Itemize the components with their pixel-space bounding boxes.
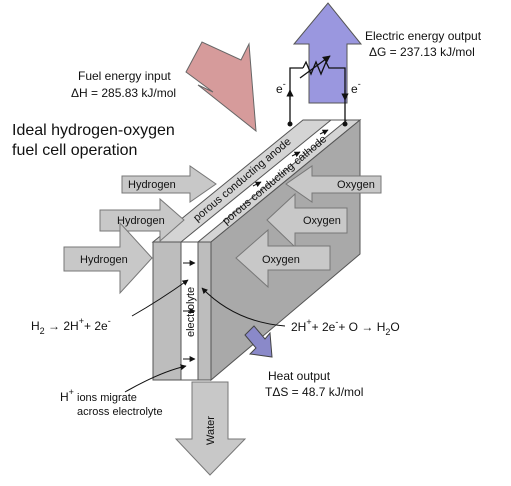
resistor-icon [302, 60, 332, 76]
cathode-equation: 2H++ 2e-+ O → H2O [291, 317, 400, 337]
ions-note-line-2: across electrolyte [77, 406, 163, 418]
fuel-input-label: Fuel energy input [78, 69, 171, 83]
anode-terminal [287, 121, 293, 127]
oxygen-arrow-1 [285, 165, 382, 203]
anode-eq-pointer [131, 279, 189, 317]
oxygen-arrow-3 [235, 228, 331, 289]
ions-note-line-1: H+ ions migrate [60, 387, 137, 404]
hydrogen-label-3: Hydrogen [80, 254, 128, 266]
oxygen-arrow-2 [266, 192, 348, 249]
cathode-terminal [342, 121, 348, 127]
electrolyte-top-strip [179, 119, 349, 243]
fuel-input-arrow [185, 41, 257, 133]
variable-resistor-arrow [299, 55, 331, 79]
electron-label-left: e- [276, 79, 286, 96]
oxygen-label-1: Oxygen [337, 179, 375, 191]
heat-output-label: Heat output [268, 369, 331, 383]
title-line-1: Ideal hydrogen-oxygen [12, 122, 175, 139]
top-flow-arrow [252, 181, 262, 188]
external-circuit [289, 55, 346, 124]
water-label: Water [205, 416, 217, 445]
electric-output-arrow [292, 2, 363, 104]
hydrogen-label-1: Hydrogen [128, 179, 176, 191]
electric-output-value: ΔG = 237.13 kJ/mol [369, 45, 475, 59]
top-flow-arrow [291, 151, 301, 158]
electrolyte-label: electrolyte [185, 287, 197, 337]
anode-equation: H2 → 2H++ 2e- [31, 316, 111, 336]
ions-note-pointer [124, 364, 187, 393]
title-line-2: fuel cell operation [12, 142, 137, 159]
oxygen-label-2: Oxygen [303, 215, 341, 227]
top-flow-arrow [319, 129, 329, 136]
hydrogen-arrow-3 [63, 221, 153, 295]
electron-label-right: e- [351, 79, 361, 96]
water-output-arrow [174, 381, 247, 476]
cathode-eq-pointer [201, 287, 286, 327]
oxygen-label-3: Oxygen [262, 254, 300, 266]
heat-output-value: TΔS = 48.7 kJ/mol [265, 385, 363, 399]
hydrogen-label-2: Hydrogen [117, 215, 165, 227]
hydrogen-arrow-1 [121, 165, 217, 203]
fuel-input-value: ΔH = 285.83 kJ/mol [71, 86, 176, 100]
electric-output-label: Electric energy output [365, 29, 482, 43]
heat-output-arrow [244, 325, 273, 358]
